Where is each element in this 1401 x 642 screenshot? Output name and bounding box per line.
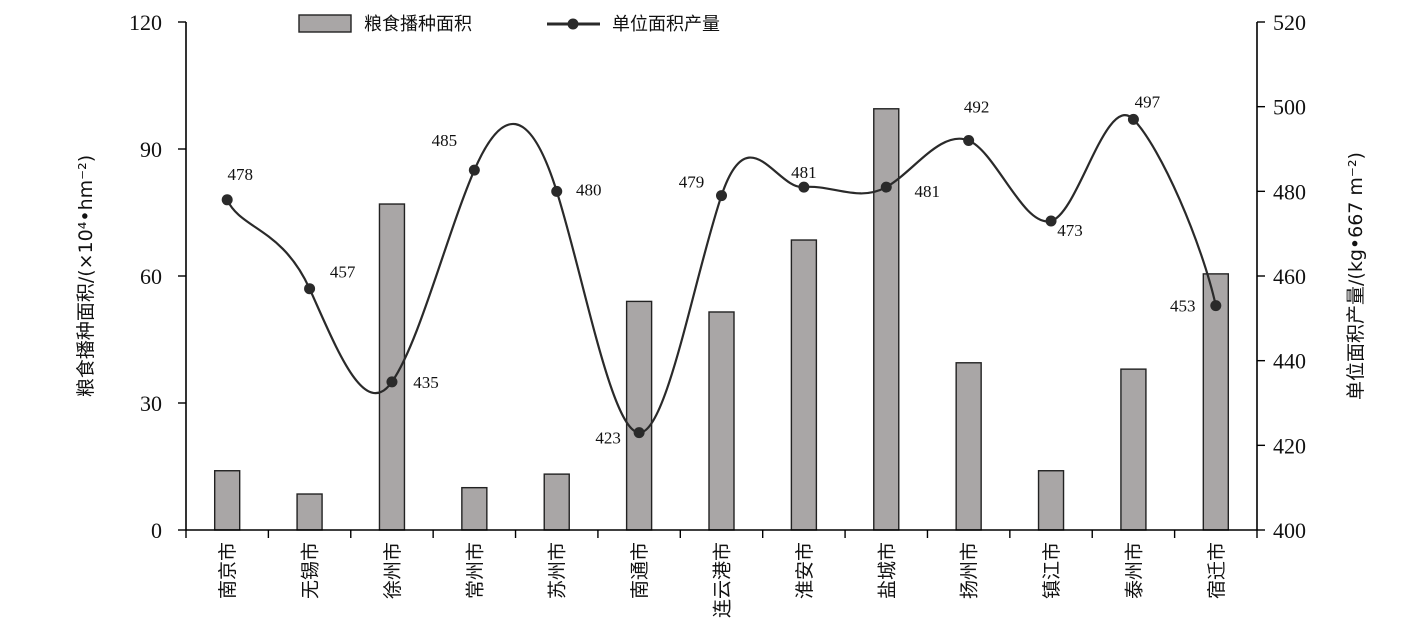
right-tick-label-2: 440: [1273, 349, 1306, 374]
point-6: [716, 190, 727, 202]
point-10: [1045, 215, 1057, 227]
category-label-6: 连云港市: [712, 542, 734, 618]
data-label-0: 478: [227, 165, 253, 184]
data-label-7: 481: [791, 163, 817, 182]
data-label-9: 492: [964, 98, 990, 117]
legend-point-swatch: [567, 18, 579, 30]
point-9: [963, 135, 975, 147]
category-label-10: 镇江市: [1041, 542, 1063, 599]
data-label-6: 479: [679, 173, 705, 192]
data-label-3: 485: [432, 131, 458, 150]
left-tick-label-0: 0: [151, 518, 162, 543]
point-7: [798, 181, 810, 193]
category-label-4: 苏州市: [547, 542, 569, 599]
data-label-4: 480: [576, 180, 602, 199]
data-label-12: 453: [1170, 297, 1196, 316]
point-5: [633, 427, 645, 439]
bar-1: [296, 493, 323, 531]
left-axis-title: 粮食播种面积/(×10⁴•hm⁻²): [75, 155, 97, 397]
category-label-7: 淮安市: [794, 542, 816, 599]
data-label-10: 473: [1057, 221, 1083, 240]
data-label-5: 423: [595, 429, 621, 448]
point-0: [221, 194, 233, 206]
bar-12: [1202, 273, 1230, 531]
point-2: [386, 376, 398, 388]
category-label-1: 无锡市: [300, 542, 322, 599]
legend-label-1: 单位面积产量: [612, 14, 720, 35]
left-tick-label-1: 30: [140, 391, 162, 416]
point-12: [1210, 300, 1222, 312]
data-label-11: 497: [1135, 92, 1161, 111]
category-label-8: 盐城市: [876, 542, 898, 599]
bar-0: [213, 470, 241, 531]
line-series: 478 457 435 485 480 423 479 481 481 492 473 497 453: [221, 92, 1222, 448]
right-axis-title: 单位面积产量/(kg•667 m⁻²): [1345, 152, 1367, 400]
point-1: [304, 283, 316, 295]
legend-bar-swatch: [298, 14, 352, 33]
bar-7: [790, 239, 818, 531]
bar-11: [1120, 368, 1147, 531]
category-label-0: 南京市: [217, 542, 239, 599]
right-tick-label-5: 500: [1273, 95, 1306, 120]
bar-6: [708, 311, 735, 531]
point-8: [880, 181, 892, 193]
bar-10: [1037, 470, 1065, 531]
category-label-3: 常州市: [464, 542, 486, 599]
legend-label-0: 粮食播种面积: [364, 14, 472, 35]
left-tick-label-2: 60: [140, 264, 162, 289]
right-tick-label-0: 400: [1273, 518, 1306, 543]
category-label-11: 泰州市: [1123, 542, 1145, 599]
left-tick-label-4: 120: [129, 10, 162, 35]
bar-series: [213, 108, 1230, 531]
right-tick-label-3: 460: [1273, 264, 1306, 289]
bar-4: [543, 473, 570, 531]
category-label-9: 扬州市: [959, 542, 981, 599]
legend: 粮食播种面积 单位面积产量: [298, 14, 720, 35]
bar-5: [625, 300, 653, 531]
left-tick-label-3: 90: [140, 137, 162, 162]
point-3: [468, 164, 480, 176]
category-label-5: 南通市: [629, 542, 651, 599]
right-tick-label-4: 480: [1273, 179, 1306, 204]
data-label-2: 435: [413, 373, 439, 392]
data-label-8: 481: [915, 182, 941, 201]
bar-8: [873, 108, 900, 531]
data-label-1: 457: [330, 263, 356, 282]
category-label-2: 徐州市: [382, 542, 404, 599]
right-tick-label-1: 420: [1273, 433, 1306, 458]
point-11: [1127, 113, 1139, 125]
bar-3: [461, 486, 488, 531]
bar-9: [955, 362, 982, 531]
axes: 0 30 60 90 120 400 420 440 460 480 500 520 南京市 无锡市 徐州市…: [129, 10, 1306, 618]
point-4: [551, 185, 563, 197]
category-label-12: 宿迁市: [1206, 542, 1228, 599]
right-tick-label-6: 520: [1273, 10, 1306, 35]
